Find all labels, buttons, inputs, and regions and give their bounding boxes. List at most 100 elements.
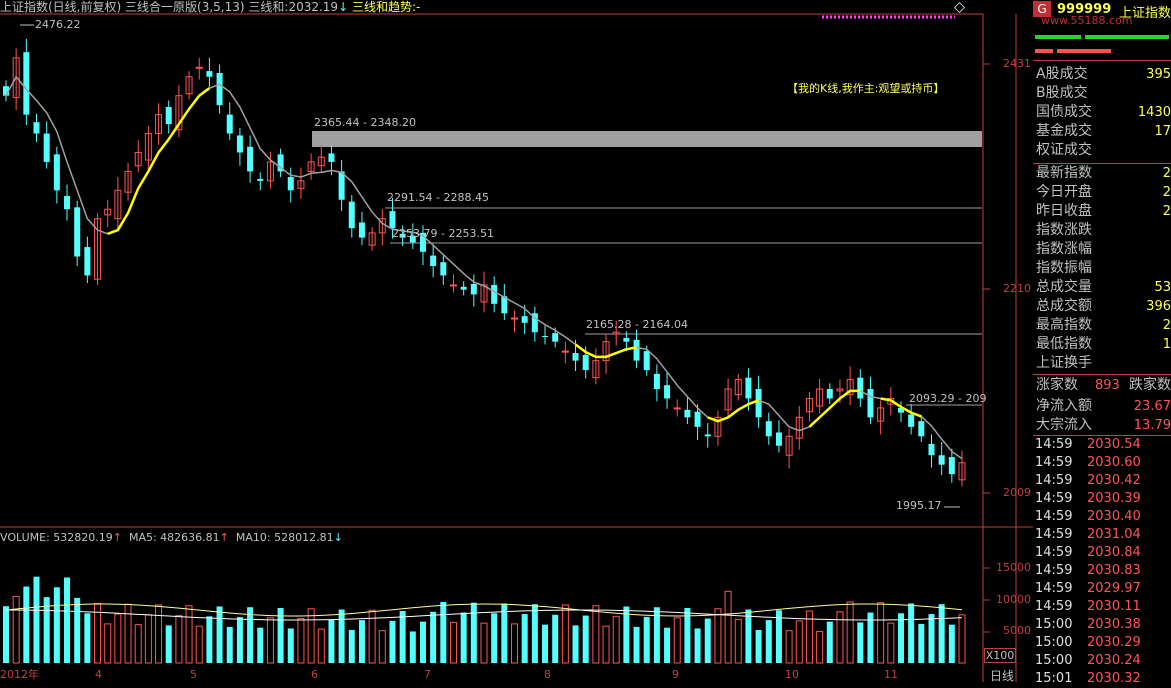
candle-body bbox=[897, 407, 904, 413]
tick-price: 2030.39 bbox=[1087, 491, 1141, 506]
stat-row: 权证成交 bbox=[1033, 141, 1171, 160]
tick-row: 14:59 2030.83 bbox=[1033, 562, 1171, 580]
net-inflow-value: 23.67 bbox=[1133, 399, 1171, 414]
volume-bar bbox=[704, 618, 711, 663]
stat-value: 1430 bbox=[1137, 105, 1171, 120]
uptrend-segment bbox=[574, 343, 637, 359]
tick-time: 15:00 bbox=[1035, 617, 1073, 632]
x-label-month: 7 bbox=[424, 668, 431, 681]
candle-body bbox=[247, 146, 254, 172]
candle-body bbox=[511, 317, 519, 320]
volume-header: VOLUME: 532820.19↑ MA5: 482636.81↑ MA10:… bbox=[0, 531, 343, 544]
tick-time: 14:59 bbox=[1035, 509, 1073, 524]
volume-bar bbox=[134, 624, 142, 664]
volume-bar bbox=[908, 603, 915, 663]
volume-bar bbox=[724, 590, 732, 664]
tick-time: 14:59 bbox=[1035, 599, 1073, 614]
volume-bar bbox=[684, 607, 691, 663]
quote-panel: G 999999 上证指数 www.55188.com A股成交 395 B股成交国… bbox=[1033, 0, 1171, 686]
candle-body bbox=[440, 262, 447, 276]
volume-bar bbox=[561, 604, 569, 664]
tick-price: 2030.84 bbox=[1087, 545, 1141, 560]
candle-body bbox=[185, 76, 193, 95]
trend-value: - bbox=[416, 0, 421, 14]
candle-body bbox=[449, 284, 457, 287]
candle-body bbox=[928, 443, 935, 456]
uptrend-segment bbox=[808, 389, 861, 428]
volume-bar bbox=[897, 613, 904, 663]
volume-bar bbox=[358, 620, 365, 663]
stat-row: 指数涨跌 bbox=[1033, 221, 1171, 240]
volume-bar bbox=[430, 611, 437, 663]
advance-value: 893 bbox=[1095, 378, 1120, 393]
tick-row: 15:00 2030.38 bbox=[1033, 616, 1171, 634]
volume-bar bbox=[33, 576, 40, 663]
low-price-label: 1995.17 bbox=[896, 499, 942, 512]
candle-body bbox=[877, 407, 885, 422]
candle-body bbox=[694, 411, 701, 427]
tick-time: 15:00 bbox=[1035, 653, 1073, 668]
stat-label: 指数涨跌 bbox=[1036, 222, 1092, 238]
advance-decline-row: 涨家数 893 跌家数 bbox=[1033, 376, 1171, 395]
candle-body bbox=[745, 377, 752, 399]
volume-bar bbox=[623, 606, 630, 663]
candle-body bbox=[643, 351, 650, 371]
volume-bar bbox=[846, 601, 854, 664]
candle-body bbox=[419, 232, 426, 252]
candle-body bbox=[501, 296, 508, 314]
volume-bar bbox=[348, 629, 355, 663]
volume-bar bbox=[84, 613, 91, 663]
candle-body bbox=[592, 360, 600, 379]
volume-bar bbox=[612, 615, 620, 664]
volume-bar bbox=[236, 617, 243, 663]
bid-bar-left bbox=[1035, 35, 1081, 39]
tick-price: 2030.29 bbox=[1087, 635, 1141, 650]
decline-label: 跌家数 bbox=[1129, 377, 1171, 393]
stat-label: 最高指数 bbox=[1036, 317, 1092, 333]
badge-icon[interactable]: G bbox=[1033, 1, 1051, 17]
panel-divider bbox=[1033, 163, 1171, 164]
ask-bar-right bbox=[1057, 49, 1111, 53]
candle-body bbox=[582, 354, 589, 371]
candle-body bbox=[867, 389, 874, 418]
volume-bar bbox=[775, 610, 782, 663]
stat-value: 2 bbox=[1162, 204, 1171, 219]
volume-bar bbox=[867, 612, 874, 663]
period-label[interactable]: 日线 bbox=[990, 669, 1015, 683]
tick-row: 14:59 2030.84 bbox=[1033, 544, 1171, 562]
stat-label: 今日开盘 bbox=[1036, 184, 1092, 200]
tick-price: 2030.40 bbox=[1087, 509, 1141, 524]
tick-row: 14:59 2030.39 bbox=[1033, 490, 1171, 508]
ma10-value: MA10: 528012.81 bbox=[235, 531, 334, 544]
price-tick-3: 2009 bbox=[1003, 486, 1031, 499]
stat-label: 指数涨幅 bbox=[1036, 241, 1092, 257]
x-label-month: 4 bbox=[95, 668, 102, 681]
candle-body bbox=[389, 211, 396, 229]
price-tick-2: 2210 bbox=[1003, 282, 1031, 295]
candle-body bbox=[64, 195, 71, 210]
candle-body bbox=[552, 333, 559, 342]
x-label-month: 8 bbox=[544, 668, 551, 681]
volume-bar bbox=[317, 628, 325, 664]
chart-canvas[interactable] bbox=[0, 0, 1033, 682]
stat-row: 总成交量 53 bbox=[1033, 278, 1171, 297]
volume-bar bbox=[257, 627, 264, 663]
candle-body bbox=[775, 432, 782, 446]
volume-tick-1: 15000 bbox=[996, 561, 1031, 574]
stat-label: A股成交 bbox=[1036, 66, 1088, 82]
candle-body bbox=[805, 397, 813, 413]
volume-bar bbox=[592, 605, 600, 664]
candle-body bbox=[84, 247, 91, 276]
down-arrow-icon: ↓ bbox=[333, 531, 343, 544]
x-label-month: 6 bbox=[311, 668, 318, 681]
candle-body bbox=[704, 434, 711, 437]
volume-bar bbox=[124, 603, 132, 664]
stat-label: 上证换手 bbox=[1036, 355, 1092, 371]
volume-bar bbox=[633, 626, 640, 663]
chart-header: 上证指数(日线,前复权) 三线合一原版(3,5,13) 三线和:2032.19↓… bbox=[0, 0, 420, 14]
candle-body bbox=[531, 313, 538, 333]
tick-price: 2030.32 bbox=[1087, 671, 1141, 686]
volume-bar bbox=[165, 625, 172, 663]
volume-bar bbox=[765, 620, 772, 663]
tick-time: 14:59 bbox=[1035, 437, 1073, 452]
